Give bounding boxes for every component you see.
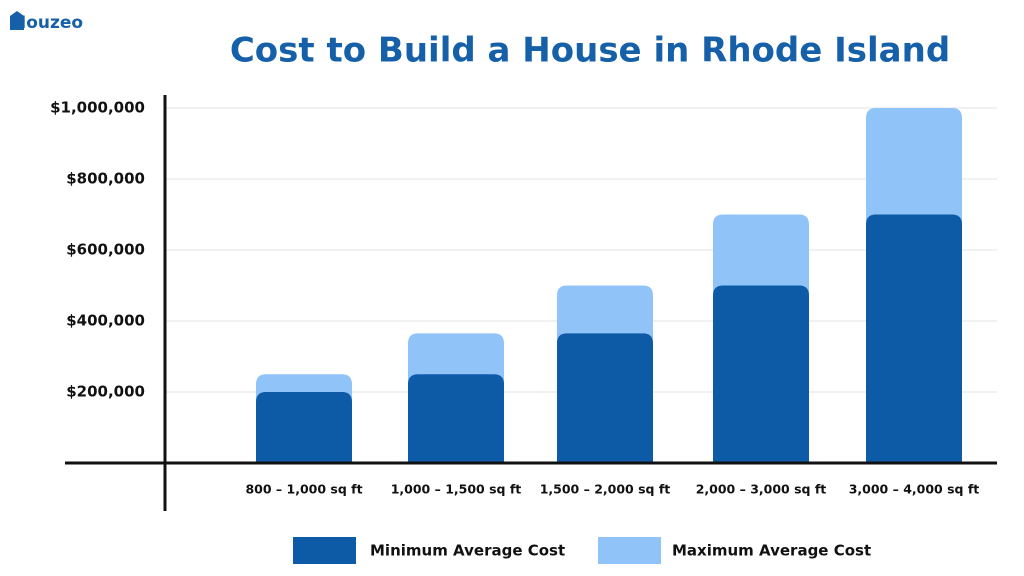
- bar: [408, 374, 504, 463]
- y-tick-label: $800,000: [66, 170, 145, 188]
- bar: [557, 333, 653, 463]
- logo: Houzeo: [10, 11, 83, 33]
- y-tick-label: $600,000: [66, 241, 145, 259]
- x-tick-label: 2,000 – 3,000 sq ft: [696, 482, 827, 497]
- x-tick-label: 1,000 – 1,500 sq ft: [391, 482, 522, 497]
- legend-label: Maximum Average Cost: [672, 542, 871, 560]
- logo-text: Houzeo: [12, 13, 83, 33]
- bar: [256, 392, 352, 463]
- bar: [866, 214, 962, 463]
- legend-swatch: [293, 537, 356, 564]
- x-tick-label: 1,500 – 2,000 sq ft: [540, 482, 671, 497]
- y-tick-label: $400,000: [66, 312, 145, 330]
- x-tick-label: 3,000 – 4,000 sq ft: [849, 482, 980, 497]
- y-tick-label: $1,000,000: [50, 99, 145, 117]
- x-tick-label: 800 – 1,000 sq ft: [245, 482, 362, 497]
- logo-icon: [10, 11, 24, 30]
- bar: [713, 285, 809, 463]
- bars: [256, 108, 962, 463]
- chart-title: Cost to Build a House in Rhode Island: [230, 31, 950, 71]
- y-tick-label: $200,000: [66, 383, 145, 401]
- legend-swatch: [598, 537, 661, 564]
- labels: $200,000 $400,000 $600,000 $800,000 $1,000,0…: [50, 99, 980, 564]
- legend-label: Minimum Average Cost: [370, 542, 565, 560]
